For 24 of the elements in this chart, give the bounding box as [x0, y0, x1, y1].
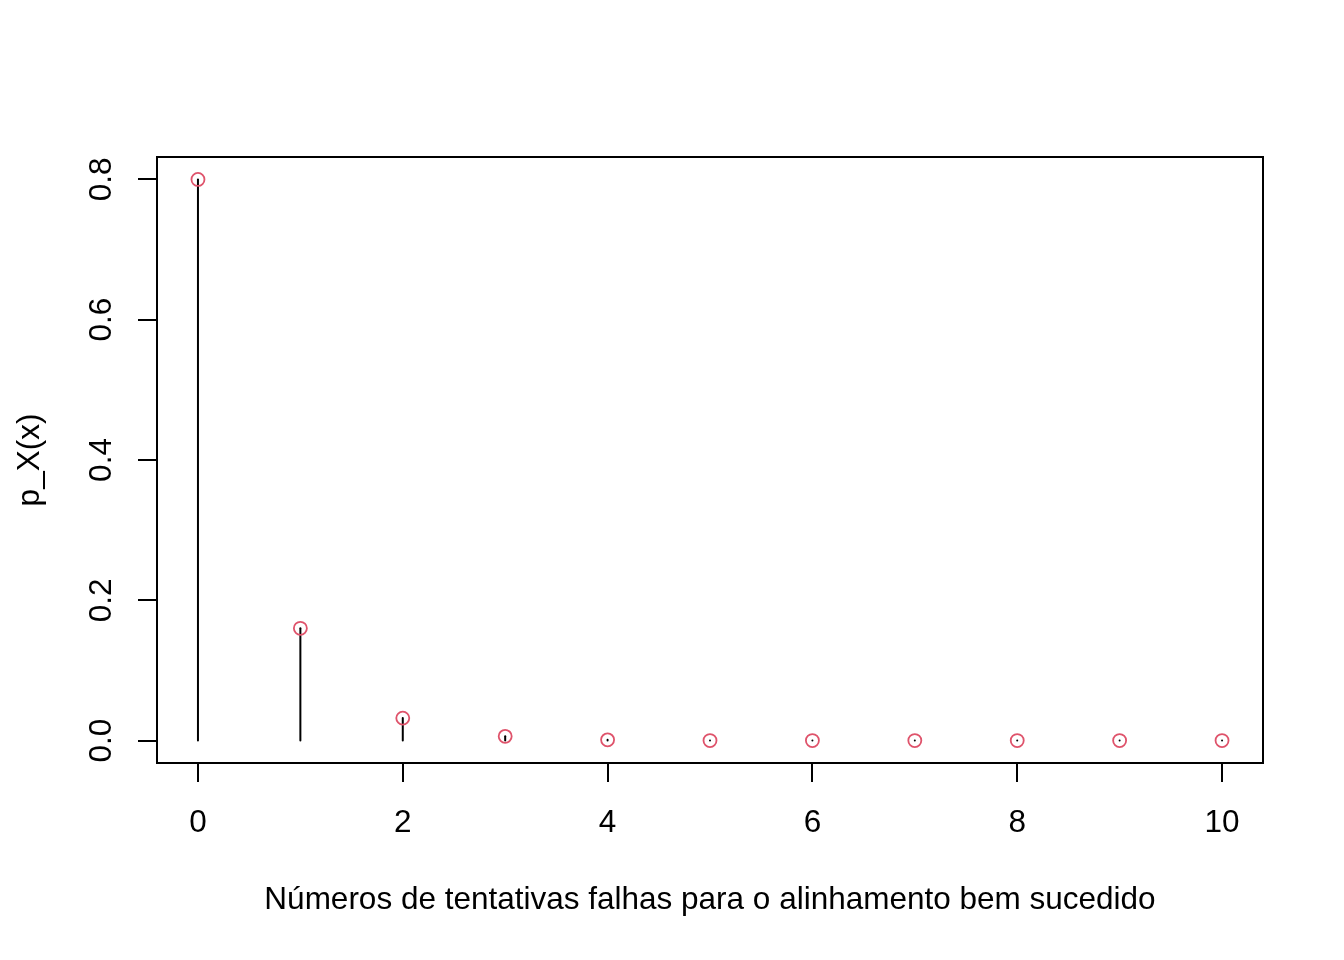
point: [395, 710, 411, 726]
point: [600, 732, 615, 748]
y-tick-label: 0.0: [81, 718, 118, 763]
point: [1214, 733, 1230, 748]
y-tick-label: 0.4: [81, 438, 118, 482]
x-tick-label: 4: [598, 802, 617, 839]
x-axis-title: Números de tentativas falhas para o alinhamento bem sucedido: [264, 879, 1156, 916]
y-tick-label: 0.2: [81, 578, 118, 623]
x-tick-label: 0: [189, 802, 207, 839]
y-tick-label: 0.8: [81, 157, 118, 202]
point: [497, 728, 513, 744]
x-tick-label: 2: [394, 802, 412, 839]
point: [1009, 733, 1025, 748]
y-tick-label: 0.6: [81, 297, 118, 342]
y-axis-title: p_X(x): [9, 413, 46, 507]
x-tick-label: 10: [1204, 802, 1240, 839]
x-tick-label: 6: [803, 802, 822, 839]
point: [907, 733, 923, 748]
point: [1112, 733, 1128, 748]
point: [702, 733, 718, 748]
x-tick-label: 8: [1008, 802, 1026, 839]
point: [805, 733, 820, 748]
point: [292, 620, 308, 636]
point: [190, 172, 206, 187]
